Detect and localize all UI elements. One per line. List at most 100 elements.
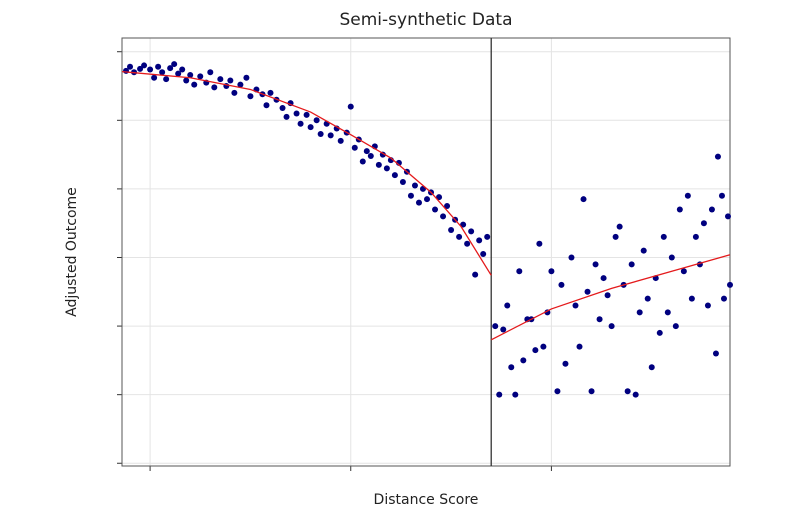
point [197,73,204,80]
y-axis-label: Adjusted Outcome [64,187,80,317]
point [628,261,635,268]
point [718,192,725,199]
point [191,81,198,88]
point [492,323,499,330]
point [554,388,561,395]
point [672,323,679,330]
point [303,111,310,118]
point [347,103,354,110]
point [712,350,719,357]
point [724,213,731,220]
point [456,233,463,240]
point [676,206,683,213]
point [472,271,479,278]
point [127,63,134,70]
point [720,295,727,302]
point [532,347,539,354]
point [596,316,603,323]
point [714,153,721,160]
point [171,61,178,68]
point [415,199,422,206]
point [187,72,194,79]
x-axis-label: Distance Score [374,492,479,508]
plot-background [122,38,730,466]
point [632,391,639,398]
point [155,63,162,70]
point [568,254,575,261]
point [383,165,390,172]
point [516,268,523,275]
point [363,148,370,155]
point [476,237,483,244]
point [448,227,455,234]
point [588,388,595,395]
point [508,364,515,371]
point [163,76,170,83]
point [664,309,671,316]
point [327,132,334,139]
point [391,172,398,179]
point [580,196,587,203]
point [464,240,471,247]
point [137,65,144,72]
point [592,261,599,268]
point [640,247,647,254]
point [367,152,374,159]
point [600,275,607,282]
point [704,302,711,309]
point [167,65,174,72]
point [231,89,238,96]
point [648,364,655,371]
point [279,104,286,111]
point [496,391,503,398]
point [179,66,186,73]
point [375,161,382,168]
point [612,233,619,240]
point [636,309,643,316]
point [576,343,583,350]
point [399,179,406,186]
point [337,137,344,144]
point [480,251,487,258]
point [660,233,667,240]
point [440,213,447,220]
point [562,360,569,367]
point [159,69,166,76]
point [407,192,414,199]
point [558,281,565,288]
point [536,240,543,247]
point [247,93,254,100]
chart-title: Semi-synthetic Data [340,10,513,30]
point [624,388,631,395]
point [460,221,467,228]
point [411,182,418,189]
point [267,89,274,96]
point [211,84,218,91]
point [147,66,154,73]
point [424,196,431,203]
point [141,62,148,69]
point [512,391,519,398]
point [351,144,358,151]
point [668,254,675,261]
point [183,77,190,84]
point [708,206,715,213]
point [293,110,300,117]
point [616,223,623,230]
point [484,233,491,240]
point [584,288,591,295]
point [656,329,663,336]
plot-frame [121,37,731,467]
point [468,228,475,235]
point [217,76,224,83]
point [313,117,320,124]
point [307,124,314,131]
point [500,326,507,333]
point [608,323,615,330]
point [237,81,244,88]
point [283,113,290,120]
point [692,233,699,240]
point [548,268,555,275]
point [604,292,611,299]
point [644,295,651,302]
